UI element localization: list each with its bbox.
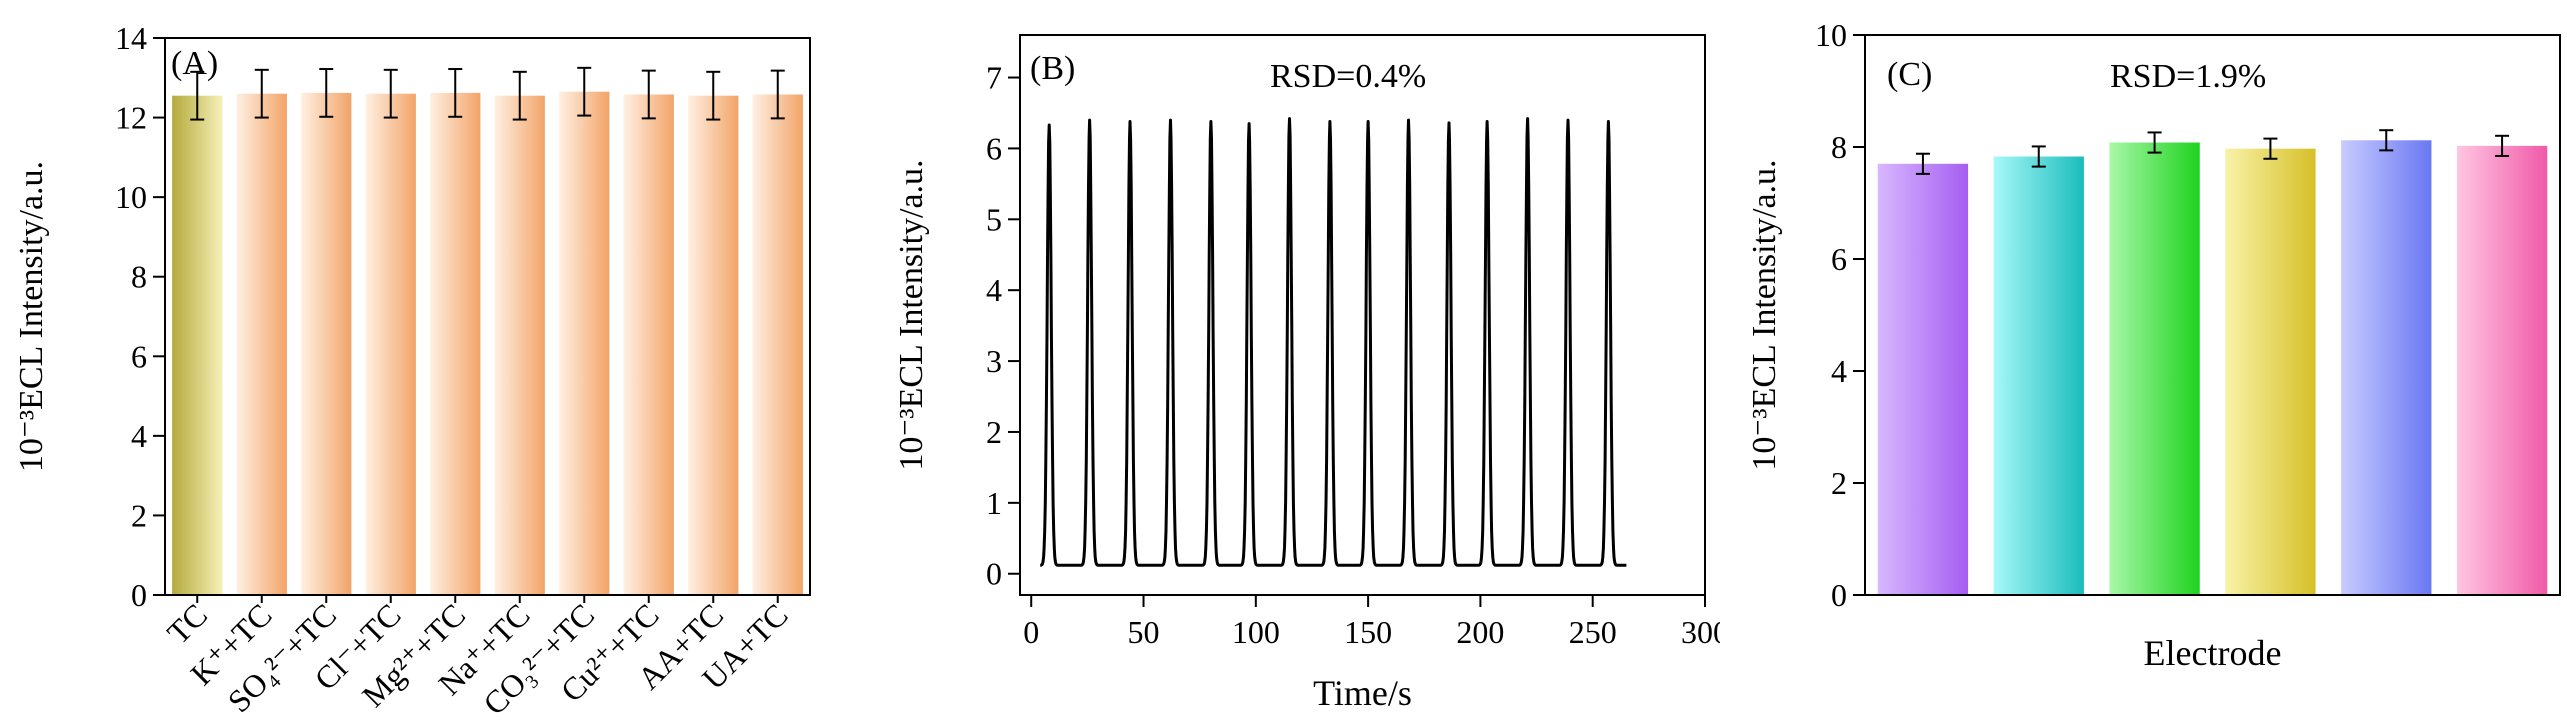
- x-tick-label: 200: [1456, 614, 1504, 650]
- chart-a: TCK⁺+TCSO₄²⁻+TCCl⁻+TCMg²⁺+TCNa⁺+TCCO₃²⁻+…: [13, 20, 811, 722]
- bar: [688, 95, 739, 596]
- panel-label: (C): [1887, 56, 1932, 93]
- x-axis-label: Time/s: [1313, 673, 1412, 713]
- y-tick-label: 7: [986, 60, 1002, 96]
- y-tick-label: 2: [131, 497, 147, 533]
- y-tick-label: 5: [986, 201, 1002, 237]
- y-tick-label: 1: [986, 485, 1002, 521]
- bar: [559, 91, 610, 595]
- x-tick-label: 150: [1344, 614, 1392, 650]
- y-tick-label: 14: [115, 20, 147, 56]
- annotation: RSD=1.9%: [2110, 58, 2266, 95]
- bar: [172, 95, 223, 596]
- y-tick-label: 2: [986, 414, 1002, 450]
- x-tick-label: 50: [1128, 614, 1160, 650]
- bar: [2341, 140, 2432, 595]
- plot-frame: [1864, 34, 2561, 596]
- y-tick-label: 8: [131, 259, 147, 295]
- y-axis-label: 10⁻³ECL Intensity/a.u.: [13, 161, 50, 472]
- bar: [1877, 163, 1969, 596]
- bar: [2109, 142, 2200, 595]
- y-tick-label: 10: [115, 179, 147, 215]
- chart-c: 0 2 4 6 8 10 (C) RSD=1.9% Electrode 10⁻³ECL Inten…: [1746, 17, 2561, 673]
- bar: [430, 92, 481, 595]
- bar: [494, 95, 545, 596]
- x-tick-label: 300: [1681, 614, 1720, 650]
- series-line: [1039, 117, 1628, 567]
- bar: [301, 92, 352, 595]
- plot-frame: [164, 37, 811, 596]
- annotation: RSD=0.4%: [1270, 58, 1426, 95]
- x-tick-label: 100: [1232, 614, 1280, 650]
- panel-label: (A): [171, 45, 218, 82]
- y-tick-label: 8: [1831, 129, 1847, 165]
- plot-frame: [1019, 34, 1706, 596]
- y-tick-label: 6: [131, 338, 147, 374]
- bar: [2456, 145, 2548, 595]
- x-axis-label: Electrode: [2144, 633, 2282, 673]
- y-tick-label: 3: [986, 343, 1002, 379]
- y-tick-label: 0: [131, 577, 147, 613]
- x-tick-label: 250: [1569, 614, 1617, 650]
- bar: [2225, 148, 2316, 595]
- y-axis-label: 10⁻³ECL Intensity/a.u.: [893, 159, 930, 470]
- x-tick-label: 0: [1023, 614, 1039, 650]
- y-tick-label: 4: [986, 272, 1002, 308]
- bar: [365, 93, 416, 595]
- y-axis-label: 10⁻³ECL Intensity/a.u.: [1746, 159, 1783, 470]
- bar: [236, 93, 287, 595]
- y-tick-label: 0: [1831, 577, 1847, 613]
- y-tick-label: 6: [1831, 241, 1847, 277]
- y-tick-label: 2: [1831, 465, 1847, 501]
- y-tick-label: 0: [986, 556, 1002, 592]
- y-tick-label: 6: [986, 130, 1002, 166]
- bar: [752, 94, 803, 595]
- bar: [623, 94, 674, 595]
- bar: [1993, 156, 2084, 595]
- chart-b: 0 1 2 3 4 5 6 7 0 50 100 150 200 250 300 (B) RSD=0.4% Tim…: [893, 34, 1720, 713]
- y-tick-label: 10: [1815, 17, 1847, 53]
- panel-label: (B): [1030, 50, 1075, 87]
- y-tick-label: 4: [1831, 353, 1847, 389]
- y-tick-label: 4: [131, 418, 147, 454]
- y-tick-label: 12: [115, 100, 147, 136]
